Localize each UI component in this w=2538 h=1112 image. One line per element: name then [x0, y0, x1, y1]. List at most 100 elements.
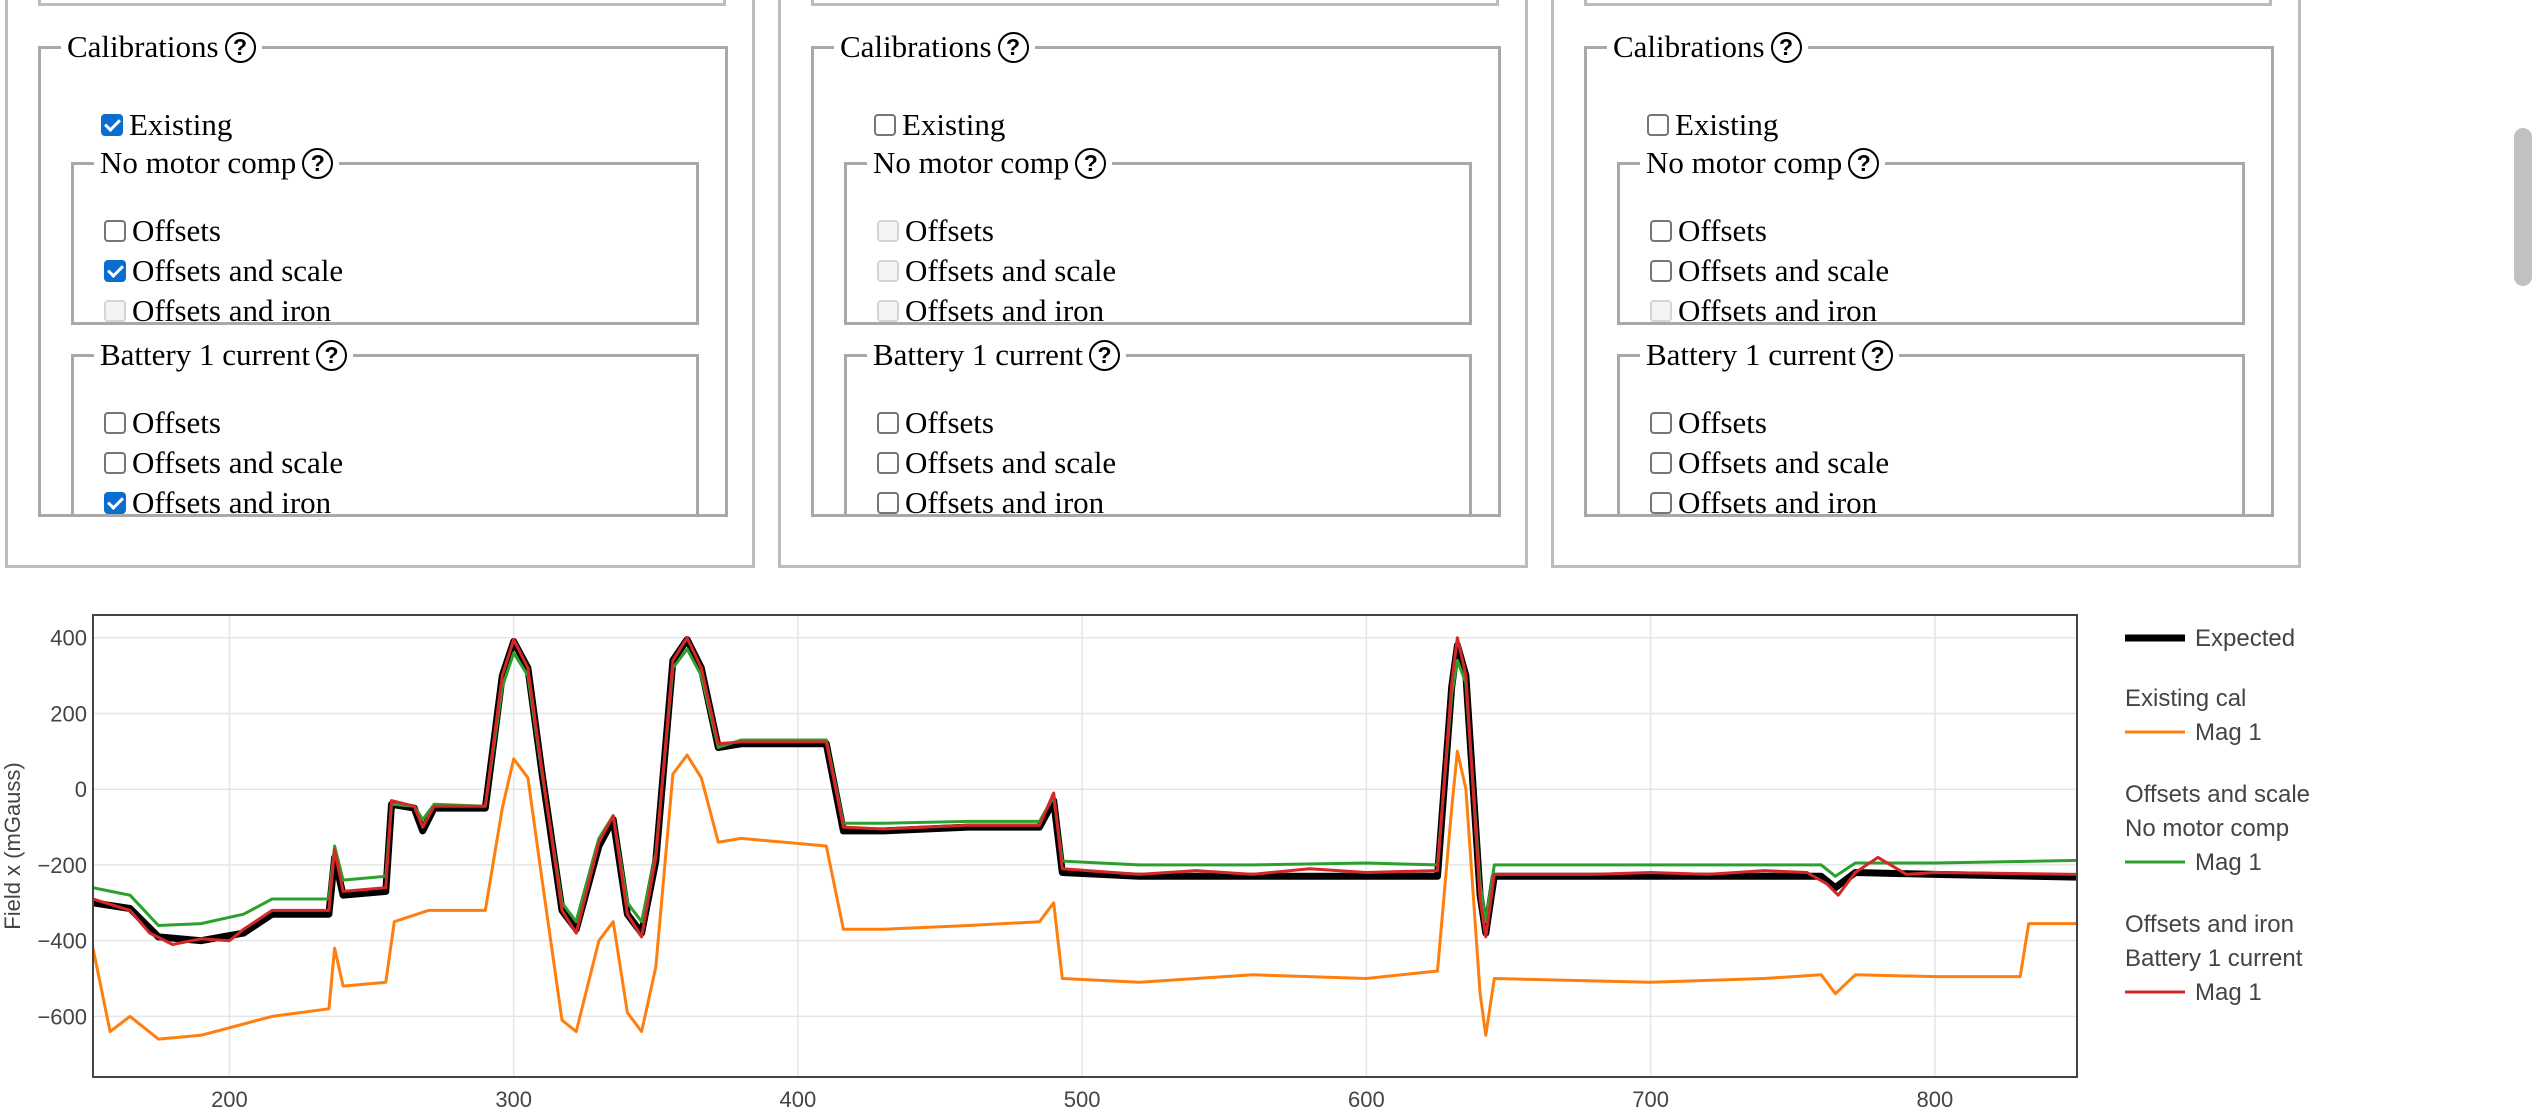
existing-checkbox[interactable]: Existing: [101, 105, 232, 145]
field-x-chart: 200 300 400 500 600 700 800 400 200 0 −200 −400 −60…: [0, 614, 2310, 1112]
x-axis: 200 300 400 500 600 700 800: [211, 1087, 1953, 1112]
help-icon[interactable]: ?: [997, 31, 1029, 63]
option-checkbox-offsets-and-iron[interactable]: Offsets and iron: [104, 483, 331, 523]
upper-fieldset-edge: [811, 0, 1499, 6]
checkbox[interactable]: [104, 220, 126, 242]
checkbox-label: Offsets and scale: [1678, 253, 1890, 288]
help-icon[interactable]: ?: [1075, 147, 1107, 179]
checkbox-label: Offsets and scale: [132, 445, 344, 480]
group-legend: No motor comp?: [94, 145, 339, 181]
checkbox-label: Offsets and iron: [132, 293, 332, 328]
option-checkbox-offsets[interactable]: Offsets: [877, 403, 994, 443]
checkbox[interactable]: [101, 114, 123, 136]
y-tick-label: 0: [75, 777, 87, 802]
legend[interactable]: Expected Existing cal Mag 1 Offsets and sca…: [2125, 625, 2310, 1006]
group-legend-text: Battery 1 current: [100, 337, 311, 372]
scrollbar-thumb[interactable]: [2514, 128, 2532, 286]
series-lines: [93, 636, 2077, 1041]
existing-checkbox[interactable]: Existing: [1647, 105, 1778, 145]
x-tick-label: 500: [1064, 1087, 1101, 1112]
group-legend-text: No motor comp: [1646, 145, 1843, 180]
checkbox[interactable]: [104, 260, 126, 282]
option-checkbox-offsets-and-scale[interactable]: Offsets and scale: [1650, 443, 1889, 483]
calibrations-fieldset: Calibrations? Existing No motor comp? Offse…: [38, 29, 728, 520]
legend-group-title: No motor comp: [2125, 815, 2289, 842]
help-icon[interactable]: ?: [224, 31, 256, 63]
calibration-panel-1: Calibrations? Existing No motor comp? Offse…: [5, 0, 755, 568]
calibration-panel-3: Calibrations? Existing No motor comp? Offse…: [1551, 0, 2301, 568]
help-icon[interactable]: ?: [316, 339, 348, 371]
checkbox[interactable]: [1647, 114, 1669, 136]
calibrations-legend: Calibrations?: [61, 29, 262, 65]
checkbox[interactable]: [877, 452, 899, 474]
group-legend-text: No motor comp: [873, 145, 1070, 180]
help-icon[interactable]: ?: [1848, 147, 1880, 179]
help-icon[interactable]: ?: [1862, 339, 1894, 371]
option-checkbox-offsets-and-iron: Offsets and iron: [877, 291, 1104, 331]
checkbox[interactable]: [1650, 260, 1672, 282]
help-icon[interactable]: ?: [1770, 31, 1802, 63]
checkbox[interactable]: [1650, 492, 1672, 514]
checkbox-label: Offsets and iron: [1678, 485, 1878, 520]
upper-fieldset-edge: [1584, 0, 2272, 6]
legend-group-title: Offsets and scale: [2125, 781, 2310, 808]
y-tick-label: 200: [50, 701, 87, 726]
checkbox-label: Offsets: [905, 213, 994, 248]
existing-checkbox[interactable]: Existing: [874, 105, 1005, 145]
calibrations-fieldset: Calibrations? Existing No motor comp? Offse…: [811, 29, 1501, 520]
checkbox[interactable]: [874, 114, 896, 136]
option-checkbox-offsets-and-iron[interactable]: Offsets and iron: [877, 483, 1104, 523]
x-tick-label: 700: [1632, 1087, 1669, 1112]
option-checkbox-offsets-and-scale[interactable]: Offsets and scale: [104, 251, 343, 291]
checkbox-label: Existing: [129, 107, 233, 142]
group-legend: Battery 1 current?: [867, 337, 1126, 373]
checkbox[interactable]: [1650, 220, 1672, 242]
option-checkbox-offsets[interactable]: Offsets: [1650, 403, 1767, 443]
no-motor-comp-fieldset: No motor comp? Offsets Offsets and scale Of…: [1617, 145, 2245, 328]
legend-entry-label[interactable]: Mag 1: [2195, 979, 2262, 1006]
checkbox: [104, 300, 126, 322]
option-checkbox-offsets[interactable]: Offsets: [104, 211, 221, 251]
y-tick-label: −200: [37, 853, 87, 878]
x-tick-label: 300: [495, 1087, 532, 1112]
checkbox[interactable]: [877, 412, 899, 434]
option-checkbox-offsets[interactable]: Offsets: [1650, 211, 1767, 251]
checkbox-label: Offsets: [132, 405, 221, 440]
checkbox[interactable]: [104, 452, 126, 474]
option-checkbox-offsets-and-scale[interactable]: Offsets and scale: [1650, 251, 1889, 291]
plot-frame: [92, 614, 2078, 1078]
x-tick-label: 400: [780, 1087, 817, 1112]
option-checkbox-offsets: Offsets: [877, 211, 994, 251]
y-tick-label: 400: [50, 626, 87, 651]
group-legend-text: Battery 1 current: [873, 337, 1084, 372]
group-legend: No motor comp?: [867, 145, 1112, 181]
checkbox[interactable]: [104, 412, 126, 434]
calibrations-legend: Calibrations?: [1607, 29, 1808, 65]
option-checkbox-offsets-and-scale[interactable]: Offsets and scale: [104, 443, 343, 483]
checkbox: [877, 260, 899, 282]
checkbox[interactable]: [1650, 412, 1672, 434]
grid: [93, 615, 2077, 1077]
battery-current-fieldset: Battery 1 current? Offsets Offsets and sca…: [1617, 337, 2245, 520]
legend-entry-label[interactable]: Mag 1: [2195, 849, 2262, 876]
x-tick-label: 200: [211, 1087, 248, 1112]
checkbox[interactable]: [104, 492, 126, 514]
calibration-panel-2: Calibrations? Existing No motor comp? Offse…: [778, 0, 1528, 568]
checkbox[interactable]: [1650, 452, 1672, 474]
checkbox-label: Existing: [1675, 107, 1779, 142]
option-checkbox-offsets-and-iron[interactable]: Offsets and iron: [1650, 483, 1877, 523]
checkbox[interactable]: [877, 492, 899, 514]
option-checkbox-offsets-and-scale[interactable]: Offsets and scale: [877, 443, 1116, 483]
option-checkbox-offsets[interactable]: Offsets: [104, 403, 221, 443]
calibrations-legend: Calibrations?: [834, 29, 1035, 65]
checkbox: [1650, 300, 1672, 322]
option-checkbox-offsets-and-iron: Offsets and iron: [104, 291, 331, 331]
legend-entry-label[interactable]: Expected: [2195, 625, 2295, 652]
y-tick-label: −400: [37, 929, 87, 954]
help-icon[interactable]: ?: [1089, 339, 1121, 371]
group-legend: Battery 1 current?: [94, 337, 353, 373]
legend-entry-label[interactable]: Mag 1: [2195, 719, 2262, 746]
help-icon[interactable]: ?: [302, 147, 334, 179]
checkbox-label: Offsets and iron: [132, 485, 332, 520]
checkbox-label: Offsets and iron: [905, 485, 1105, 520]
